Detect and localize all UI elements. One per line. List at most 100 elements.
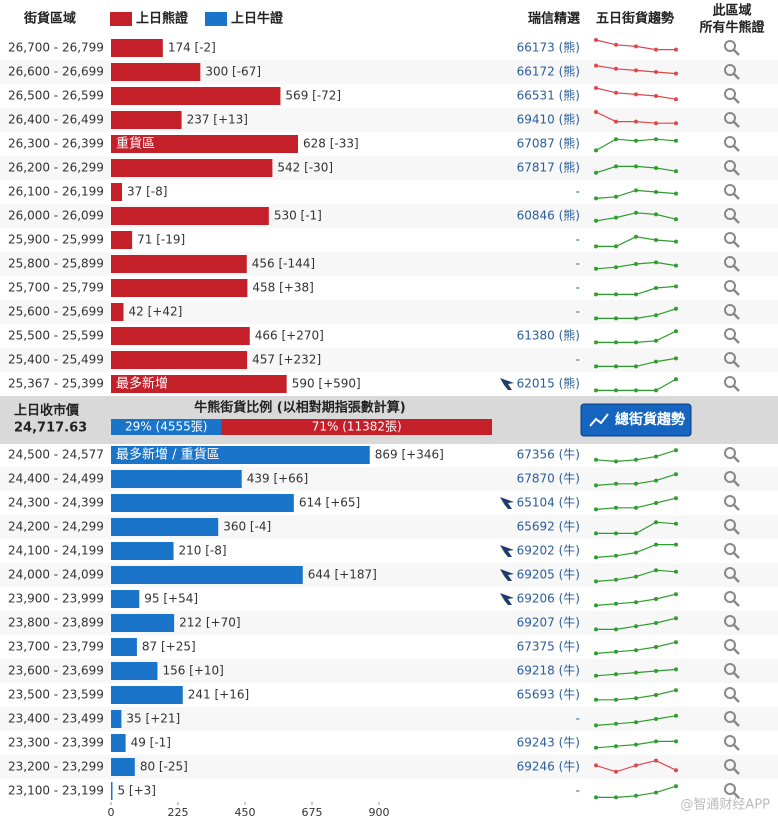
pick-code[interactable]: 61380 (熊)	[517, 328, 580, 343]
search-icon[interactable]	[724, 735, 740, 751]
handle[interactable]	[733, 576, 740, 583]
pick-code[interactable]: 69410 (熊)	[517, 112, 580, 127]
pick-code[interactable]: 65693 (牛)	[517, 687, 580, 702]
lens[interactable]	[724, 663, 736, 675]
search-icon[interactable]	[724, 495, 740, 511]
handle[interactable]	[733, 289, 740, 296]
search-icon[interactable]	[724, 615, 740, 631]
pick-code[interactable]: 69246 (牛)	[517, 759, 580, 774]
lens[interactable]	[724, 304, 736, 316]
lens[interactable]	[724, 40, 736, 52]
handle[interactable]	[733, 648, 740, 655]
handle[interactable]	[733, 720, 740, 727]
pick-code[interactable]: 66173 (熊)	[517, 40, 580, 55]
pick-code[interactable]: 60846 (熊)	[517, 208, 580, 223]
pick-code[interactable]: 67817 (熊)	[517, 160, 580, 175]
pick-code[interactable]: 65104 (牛)	[517, 495, 580, 510]
lens[interactable]	[724, 495, 736, 507]
search-icon[interactable]	[724, 280, 740, 296]
lens[interactable]	[724, 783, 736, 795]
handle[interactable]	[733, 121, 740, 128]
search-icon[interactable]	[724, 208, 740, 224]
lens[interactable]	[724, 376, 736, 388]
lens[interactable]	[724, 136, 736, 148]
lens[interactable]	[724, 280, 736, 292]
button-icon[interactable]	[589, 413, 609, 427]
handle[interactable]	[733, 768, 740, 775]
pick-code[interactable]: 67087 (熊)	[517, 136, 580, 151]
handle[interactable]	[733, 169, 740, 176]
search-icon[interactable]	[724, 759, 740, 775]
handle[interactable]	[733, 265, 740, 272]
lens[interactable]	[724, 543, 736, 555]
lens[interactable]	[724, 352, 736, 364]
pick-code[interactable]: 69206 (牛)	[517, 591, 580, 606]
lens[interactable]	[724, 567, 736, 579]
pick-code[interactable]: 66172 (熊)	[517, 64, 580, 79]
lens[interactable]	[724, 687, 736, 699]
lens[interactable]	[724, 208, 736, 220]
search-icon[interactable]	[724, 519, 740, 535]
search-icon[interactable]	[724, 352, 740, 368]
search-icon[interactable]	[724, 447, 740, 463]
lens[interactable]	[724, 519, 736, 531]
lens[interactable]	[724, 328, 736, 340]
handle[interactable]	[733, 600, 740, 607]
lens[interactable]	[724, 471, 736, 483]
handle[interactable]	[733, 624, 740, 631]
lens[interactable]	[724, 735, 736, 747]
handle[interactable]	[733, 792, 740, 799]
search-icon[interactable]	[724, 471, 740, 487]
handle[interactable]	[733, 456, 740, 463]
handle[interactable]	[733, 97, 740, 104]
lens[interactable]	[724, 447, 736, 459]
handle[interactable]	[733, 217, 740, 224]
pick-code[interactable]: 69218 (牛)	[517, 663, 580, 678]
search-icon[interactable]	[724, 639, 740, 655]
pick-code[interactable]: 62015 (熊)	[517, 376, 580, 391]
summary-button[interactable]: 總街貨趨勢	[580, 403, 692, 437]
search-icon[interactable]	[724, 232, 740, 248]
button-bg[interactable]	[580, 403, 692, 437]
search-icon[interactable]	[724, 184, 740, 200]
search-icon[interactable]	[724, 256, 740, 272]
search-icon[interactable]	[724, 328, 740, 344]
pick-code[interactable]: 69243 (牛)	[517, 735, 580, 750]
handle[interactable]	[733, 552, 740, 559]
pick-code[interactable]: 65692 (牛)	[517, 519, 580, 534]
handle[interactable]	[733, 193, 740, 200]
search-icon[interactable]	[724, 112, 740, 128]
handle[interactable]	[733, 241, 740, 248]
search-icon[interactable]	[724, 711, 740, 727]
lens[interactable]	[724, 184, 736, 196]
lens[interactable]	[724, 591, 736, 603]
lens[interactable]	[724, 160, 736, 172]
pick-code[interactable]: 67356 (牛)	[517, 447, 580, 462]
search-icon[interactable]	[724, 591, 740, 607]
pick-code[interactable]: 66531 (熊)	[517, 88, 580, 103]
search-icon[interactable]	[724, 567, 740, 583]
handle[interactable]	[733, 337, 740, 344]
handle[interactable]	[733, 672, 740, 679]
handle[interactable]	[733, 73, 740, 80]
handle[interactable]	[733, 504, 740, 511]
handle[interactable]	[733, 480, 740, 487]
handle[interactable]	[733, 313, 740, 320]
pick-code[interactable]: 69202 (牛)	[517, 543, 580, 558]
handle[interactable]	[733, 744, 740, 751]
lens[interactable]	[724, 759, 736, 771]
handle[interactable]	[733, 145, 740, 152]
lens[interactable]	[724, 256, 736, 268]
pick-code[interactable]: 69205 (牛)	[517, 567, 580, 582]
search-icon[interactable]	[724, 543, 740, 559]
search-icon[interactable]	[724, 40, 740, 56]
lens[interactable]	[724, 232, 736, 244]
search-icon[interactable]	[724, 687, 740, 703]
handle[interactable]	[733, 361, 740, 368]
handle[interactable]	[733, 528, 740, 535]
lens[interactable]	[724, 711, 736, 723]
search-icon[interactable]	[724, 376, 740, 392]
lens[interactable]	[724, 639, 736, 651]
pick-code[interactable]: 67870 (牛)	[517, 471, 580, 486]
search-icon[interactable]	[724, 88, 740, 104]
